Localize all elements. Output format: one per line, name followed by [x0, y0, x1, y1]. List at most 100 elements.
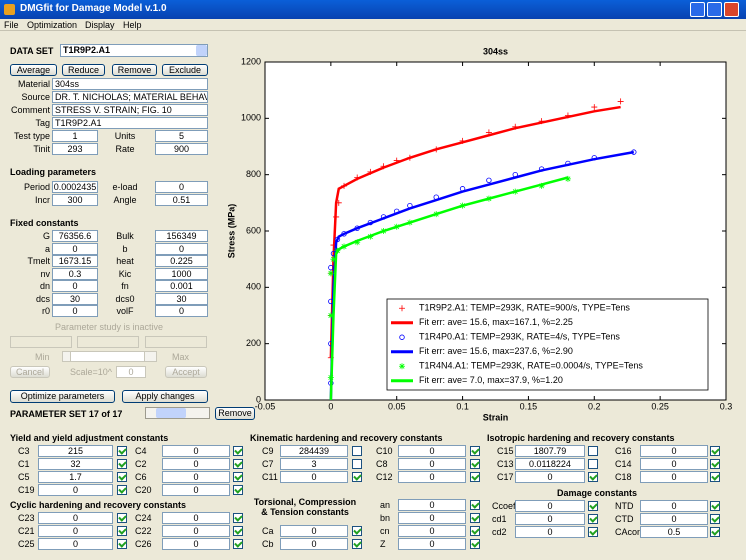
dataset-dropdown[interactable]: T1R9P2.A1 [60, 44, 208, 57]
fit-checkbox[interactable] [117, 446, 127, 456]
fit-checkbox[interactable] [470, 446, 480, 456]
dropdown-arrow[interactable] [196, 45, 207, 56]
text-field[interactable]: 304ss [52, 78, 208, 90]
fit-checkbox[interactable] [588, 472, 598, 482]
constant-field[interactable]: 0 [398, 471, 466, 483]
fit-checkbox[interactable] [588, 446, 598, 456]
fit-checkbox[interactable] [233, 446, 243, 456]
constant-field[interactable]: 0 [398, 525, 466, 537]
constant-field[interactable]: 1.7 [38, 471, 113, 483]
fit-checkbox[interactable] [233, 513, 243, 523]
constant-field[interactable]: 0 [38, 538, 113, 550]
constant-field[interactable]: 0 [640, 500, 708, 512]
fit-checkbox[interactable] [117, 539, 127, 549]
constant-field[interactable]: 0 [398, 499, 466, 511]
constant-field[interactable]: 0 [640, 471, 708, 483]
fit-checkbox[interactable] [588, 459, 598, 469]
constant-field[interactable]: 0 [515, 471, 585, 483]
number-field[interactable]: 300 [52, 194, 98, 206]
fit-checkbox[interactable] [588, 501, 598, 511]
number-field[interactable]: 0.3 [52, 267, 98, 280]
text-field[interactable]: T1R9P2.A1 [52, 117, 208, 129]
text-field[interactable]: STRESS V. STRAIN; FIG. 10 [52, 104, 208, 116]
number-field[interactable]: 30 [155, 292, 208, 305]
constant-field[interactable]: 0 [162, 471, 230, 483]
constant-field[interactable]: 0 [280, 471, 348, 483]
fit-checkbox[interactable] [117, 485, 127, 495]
number-field[interactable]: 30 [52, 292, 98, 305]
number-field[interactable]: 0.0002435 [52, 181, 98, 193]
fit-checkbox[interactable] [710, 472, 720, 482]
close-button[interactable] [724, 2, 739, 17]
button[interactable]: Reduce [62, 64, 105, 76]
fit-checkbox[interactable] [117, 526, 127, 536]
number-field[interactable]: 1000 [155, 267, 208, 280]
number-field[interactable]: 0.225 [155, 255, 208, 267]
fit-checkbox[interactable] [470, 513, 480, 523]
number-field[interactable]: 0.001 [155, 280, 208, 292]
constant-field[interactable]: 1807.79 [515, 445, 585, 457]
constant-field[interactable]: 0.0118224 [515, 458, 585, 470]
constant-field[interactable]: 0 [162, 512, 230, 524]
number-field[interactable]: 156349 [155, 230, 208, 242]
maximize-button[interactable] [707, 2, 722, 17]
fit-checkbox[interactable] [470, 472, 480, 482]
number-field[interactable]: 0 [52, 280, 98, 292]
fit-checkbox[interactable] [352, 526, 362, 536]
number-field[interactable]: 1673.15 [52, 255, 98, 267]
constant-field[interactable]: 0 [38, 484, 113, 496]
fit-checkbox[interactable] [117, 513, 127, 523]
constant-field[interactable]: 0 [515, 513, 585, 525]
constant-field[interactable]: 0 [38, 525, 113, 537]
constant-field[interactable]: 0 [398, 512, 466, 524]
menu-item[interactable]: File [4, 20, 19, 30]
constant-field[interactable]: 0 [640, 513, 708, 525]
constant-field[interactable]: 0 [38, 512, 113, 524]
menu-item[interactable]: Optimization [27, 20, 78, 30]
optimize-button[interactable]: Optimize parameters [10, 390, 115, 403]
number-field[interactable]: 76356.6 [52, 230, 98, 242]
constant-field[interactable]: 0 [398, 445, 466, 457]
number-field[interactable]: 293 [52, 143, 98, 155]
fit-checkbox[interactable] [710, 527, 720, 537]
number-field[interactable]: 5 [155, 130, 208, 142]
apply-button[interactable]: Apply changes [122, 390, 208, 403]
number-field[interactable]: 0 [52, 305, 98, 317]
constant-field[interactable]: 0 [515, 526, 585, 538]
fit-checkbox[interactable] [470, 526, 480, 536]
fit-checkbox[interactable] [588, 527, 598, 537]
constant-field[interactable]: 0 [280, 538, 348, 550]
menu-item[interactable]: Display [85, 20, 115, 30]
button[interactable]: Average [10, 64, 57, 76]
fit-checkbox[interactable] [233, 485, 243, 495]
minimize-button[interactable] [690, 2, 705, 17]
number-field[interactable]: 0 [155, 181, 208, 193]
constant-field[interactable]: 0 [398, 538, 466, 550]
text-field[interactable]: DR. T. NICHOLAS; MATERIAL BEHAVI [52, 91, 208, 103]
menu-item[interactable]: Help [123, 20, 142, 30]
constant-field[interactable]: 284439 [280, 445, 348, 457]
fit-checkbox[interactable] [470, 500, 480, 510]
set-scroll-thumb[interactable] [156, 408, 186, 418]
number-field[interactable]: 1 [52, 130, 98, 142]
constant-field[interactable]: 0 [515, 500, 585, 512]
fit-checkbox[interactable] [710, 446, 720, 456]
fit-checkbox[interactable] [352, 446, 362, 456]
fit-checkbox[interactable] [352, 459, 362, 469]
number-field[interactable]: 0 [155, 242, 208, 255]
number-field[interactable]: 0 [155, 305, 208, 317]
fit-checkbox[interactable] [233, 472, 243, 482]
number-field[interactable]: 900 [155, 143, 208, 155]
constant-field[interactable]: 0 [162, 538, 230, 550]
constant-field[interactable]: 0 [162, 484, 230, 496]
fit-checkbox[interactable] [470, 539, 480, 549]
constant-field[interactable]: 0 [640, 445, 708, 457]
fit-checkbox[interactable] [352, 539, 362, 549]
number-field[interactable]: 0.51 [155, 194, 208, 206]
constant-field[interactable]: 0 [162, 525, 230, 537]
fit-checkbox[interactable] [117, 472, 127, 482]
fit-checkbox[interactable] [710, 501, 720, 511]
constant-field[interactable]: 0 [640, 458, 708, 470]
constant-field[interactable]: 0 [162, 458, 230, 470]
fit-checkbox[interactable] [117, 459, 127, 469]
